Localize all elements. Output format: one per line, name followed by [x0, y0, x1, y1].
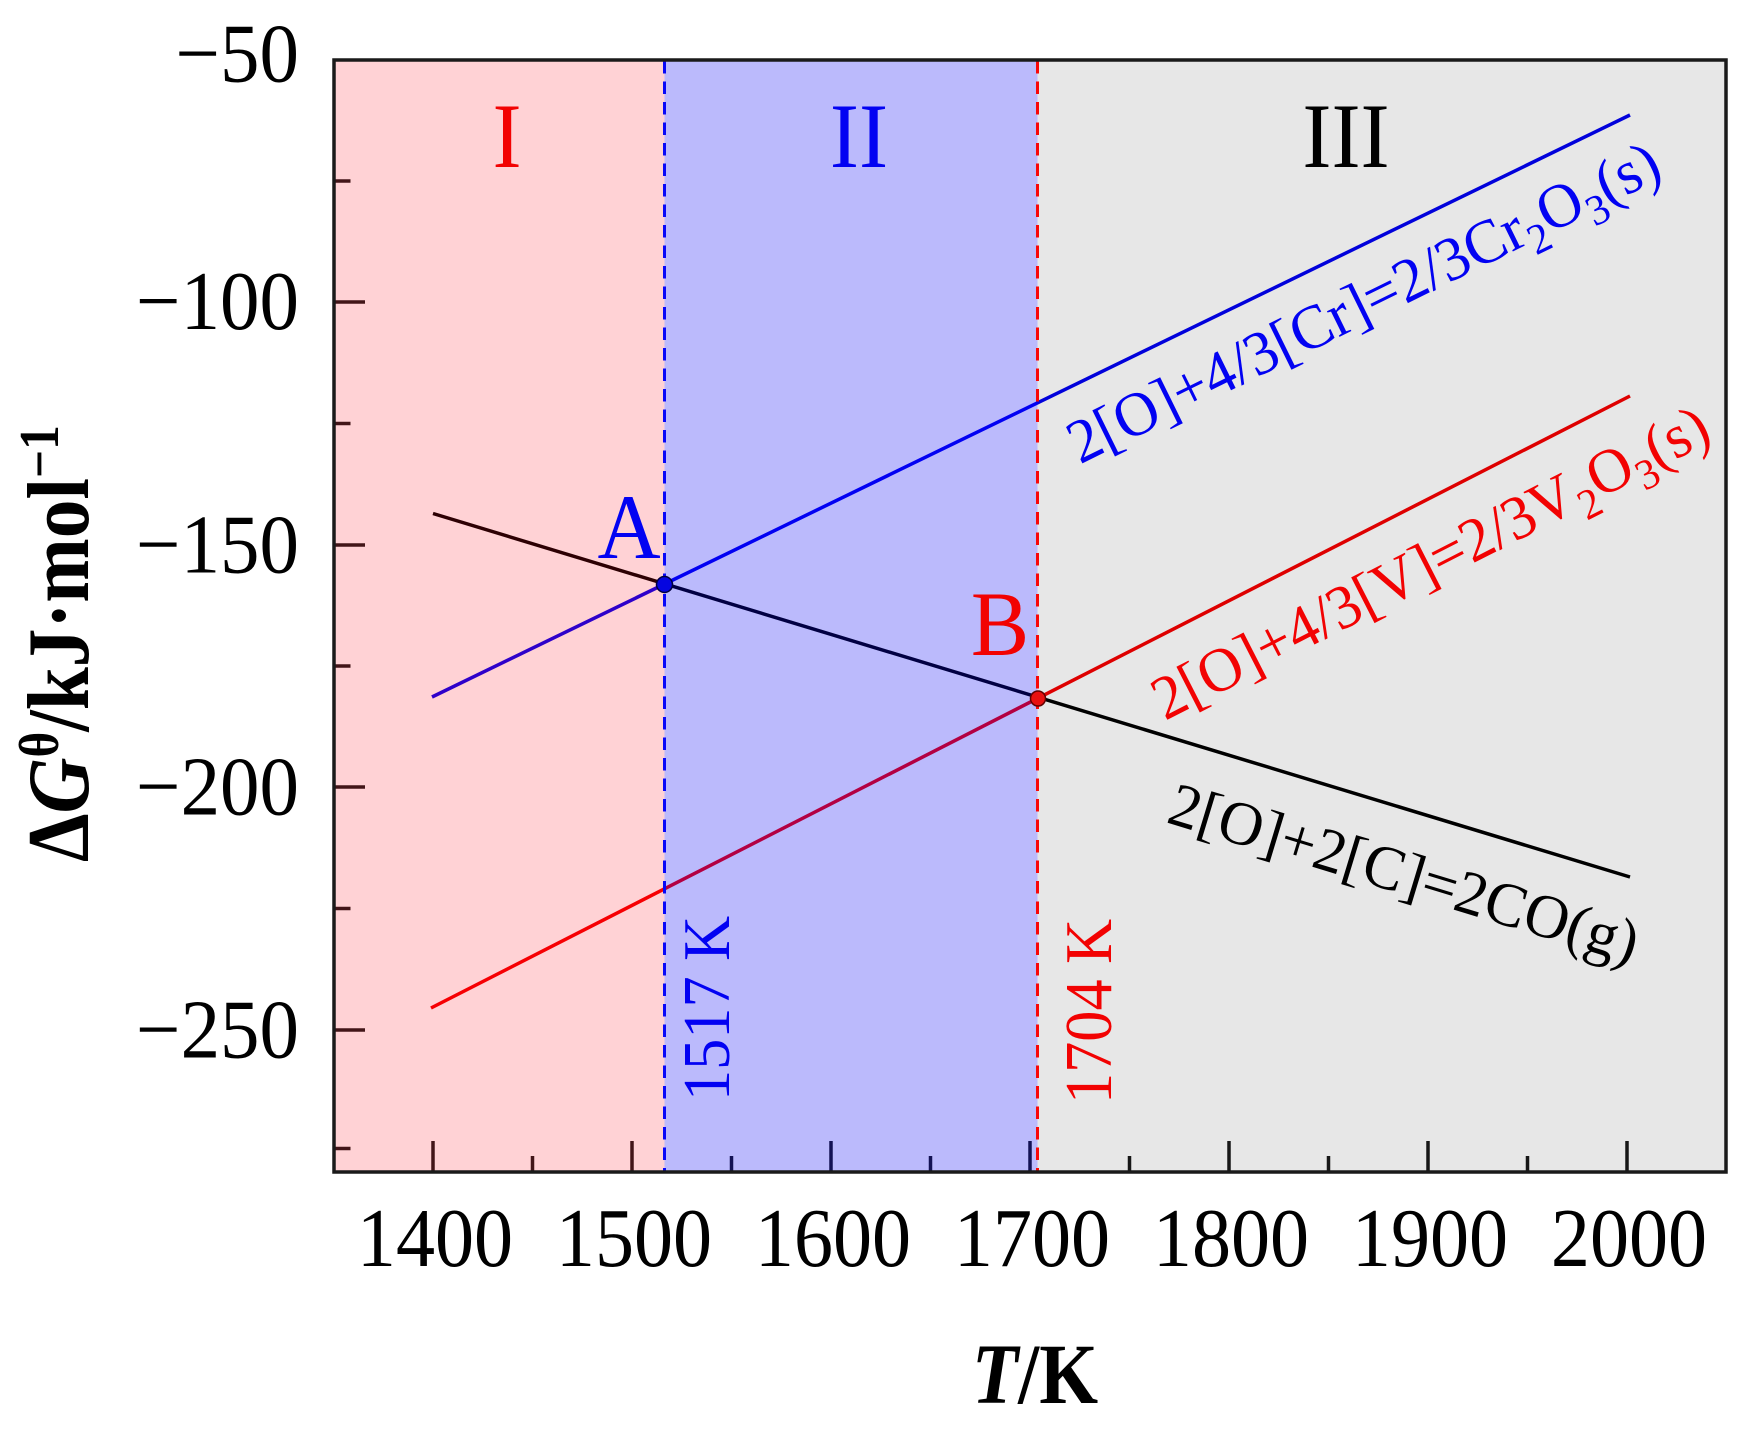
- svg-text:B: B: [971, 574, 1029, 676]
- svg-text:2000: 2000: [1551, 1191, 1707, 1284]
- svg-text:T/K: T/K: [972, 1327, 1098, 1423]
- svg-text:−50: −50: [176, 6, 299, 100]
- svg-text:−250: −250: [136, 982, 299, 1076]
- svg-text:1700: 1700: [954, 1191, 1110, 1284]
- svg-text:1500: 1500: [556, 1191, 712, 1284]
- svg-text:−100: −100: [136, 254, 299, 348]
- svg-text:III: III: [1302, 86, 1389, 188]
- svg-text:1600: 1600: [755, 1191, 911, 1284]
- svg-text:1800: 1800: [1153, 1191, 1309, 1284]
- svg-text:1704 K: 1704 K: [1051, 919, 1126, 1104]
- svg-text:1900: 1900: [1352, 1191, 1508, 1284]
- svg-text:A: A: [597, 477, 660, 579]
- svg-text:1400: 1400: [357, 1191, 513, 1284]
- svg-text:1517 K: 1517 K: [669, 916, 744, 1101]
- svg-text:II: II: [830, 86, 888, 188]
- svg-text:−150: −150: [136, 497, 299, 591]
- svg-text:I: I: [492, 86, 521, 188]
- svg-text:−200: −200: [136, 739, 299, 833]
- svg-text:ΔGθ/kJ·mol−1: ΔGθ/kJ·mol−1: [9, 425, 107, 862]
